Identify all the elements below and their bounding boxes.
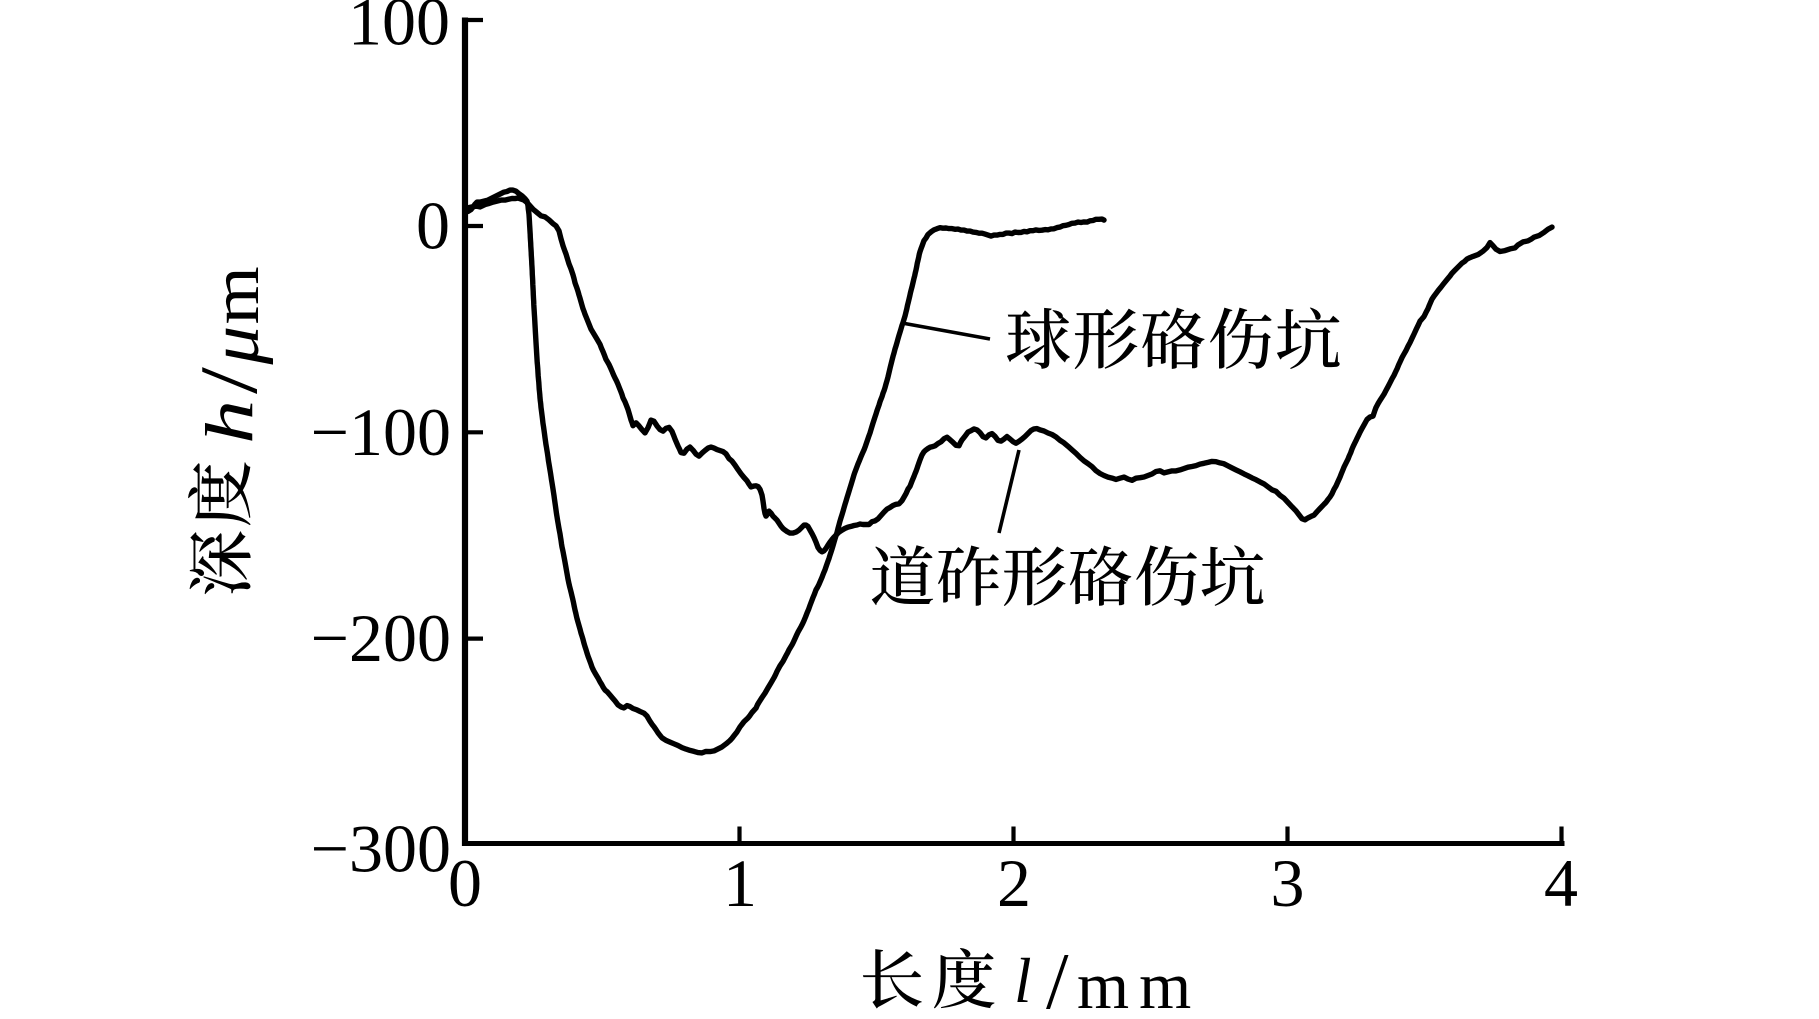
svg-text:1: 1 xyxy=(723,845,757,921)
svg-text:−200: −200 xyxy=(311,600,451,676)
svg-text:2: 2 xyxy=(997,845,1031,921)
svg-text:0: 0 xyxy=(416,188,450,264)
svg-text:4: 4 xyxy=(1544,845,1578,921)
svg-text:μ: μ xyxy=(195,326,273,366)
svg-text:m: m xyxy=(198,266,273,324)
svg-text:mm: mm xyxy=(1077,949,1201,1019)
svg-text:3: 3 xyxy=(1271,845,1305,921)
svg-text:/: / xyxy=(184,367,275,394)
svg-text:h: h xyxy=(193,400,268,444)
svg-text:−100: −100 xyxy=(311,394,451,470)
svg-text:100: 100 xyxy=(348,0,450,60)
svg-text:−300: −300 xyxy=(311,811,451,887)
svg-text:0: 0 xyxy=(448,845,482,921)
svg-text:l: l xyxy=(1014,946,1032,1016)
svg-text:/: / xyxy=(1046,936,1069,1019)
